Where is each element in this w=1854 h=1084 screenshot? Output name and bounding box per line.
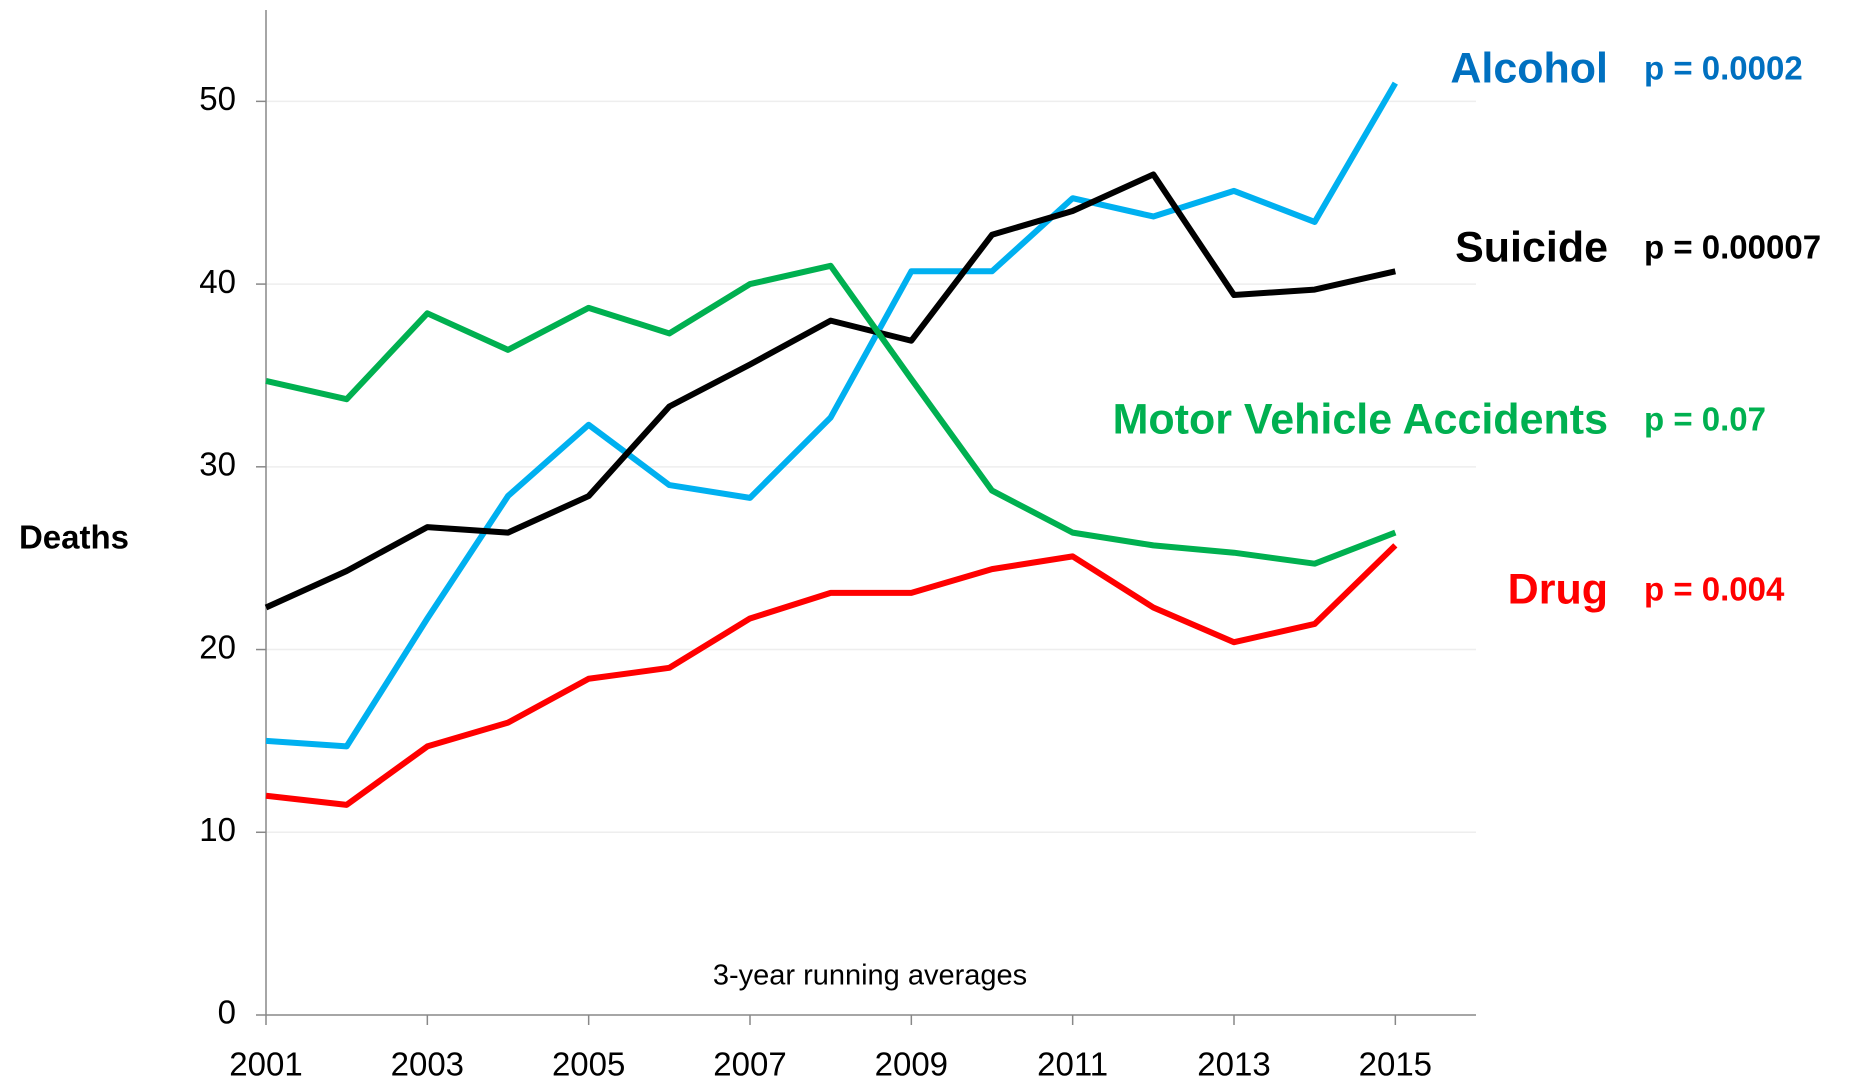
x-tick-label: 2003 xyxy=(391,1046,464,1083)
series-note: p = 0.004 xyxy=(1644,571,1785,608)
series-note: p = 0.0002 xyxy=(1644,50,1803,87)
x-tick-label: 2009 xyxy=(875,1046,948,1083)
x-tick-label: 2015 xyxy=(1359,1046,1432,1083)
series-line xyxy=(265,543,1398,808)
y-tick-label: 50 xyxy=(199,80,236,117)
x-tick-label: 2007 xyxy=(713,1046,786,1083)
y-tick-label: 0 xyxy=(218,994,236,1031)
x-tick-label: 2011 xyxy=(1037,1046,1108,1083)
y-tick-label: 40 xyxy=(199,263,236,300)
series-label: Motor Vehicle Accidents xyxy=(1113,395,1608,443)
series-label: Suicide xyxy=(1455,223,1608,271)
y-tick-label: 10 xyxy=(199,811,236,848)
series-label: Alcohol xyxy=(1450,44,1608,92)
x-tick-label: 2005 xyxy=(552,1046,625,1083)
series-line xyxy=(264,171,1396,611)
series-line xyxy=(265,262,1397,567)
series-note: p = 0.07 xyxy=(1644,401,1766,438)
y-tick-label: 20 xyxy=(199,628,236,665)
y-axis-label: Deaths xyxy=(19,519,129,556)
y-tick-label: 30 xyxy=(199,446,236,483)
x-tick-label: 2001 xyxy=(229,1046,302,1083)
series-label: Drug xyxy=(1508,565,1608,613)
annotation: 3-year running averages xyxy=(713,960,1027,992)
x-tick-label: 2013 xyxy=(1197,1046,1270,1083)
series-line xyxy=(265,81,1398,750)
series-note: p = 0.00007 xyxy=(1644,229,1821,266)
